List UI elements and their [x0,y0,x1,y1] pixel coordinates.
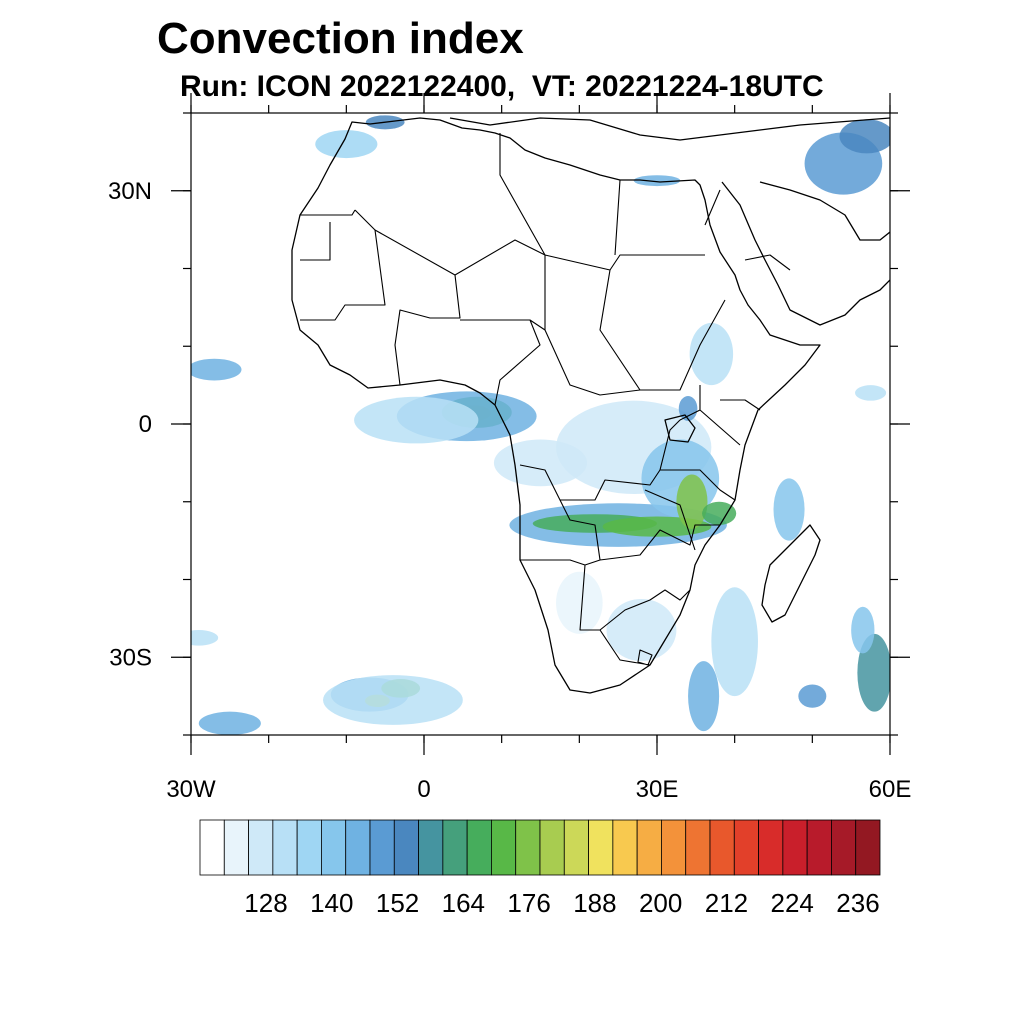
colorbar-box-3 [272,819,298,876]
convection-area-29 [711,587,758,697]
colorbar-label: 200 [639,888,682,918]
convection-area-4 [191,358,242,381]
mediterranean-north-coast [449,117,890,141]
colorbar-box-7 [369,819,395,876]
convection-area-12 [689,322,734,386]
convection-area-11 [702,501,737,526]
colorbar-box-15 [563,819,589,876]
colorbar-box-4 [296,819,322,876]
colorbar-label: 188 [573,888,616,918]
convection-area-28 [773,478,805,541]
axis-ticks [171,93,910,755]
x-tick-label: 60E [869,776,912,803]
colorbar-label: 236 [836,888,879,918]
colorbar-box-12 [491,819,517,876]
colorbar-label: 212 [705,888,748,918]
colorbar-box-0 [199,819,225,876]
convection-area-3 [354,396,479,444]
colorbar-box-2 [248,819,274,876]
convection-area-30 [688,661,720,732]
colorbar-box-27 [855,819,881,876]
colorbar-box-17 [612,819,638,876]
africa-coastline [291,117,821,694]
colorbar-box-21 [709,819,735,876]
map-frame [190,112,891,736]
country-borders [300,133,791,666]
colorbar-box-16 [588,819,614,876]
colorbar-box-23 [758,819,784,876]
convection-area-17 [315,130,378,159]
y-tick-label: 30N [108,178,152,205]
x-tick-label: 30E [636,776,679,803]
colorbar-box-19 [661,819,687,876]
convection-area-22 [323,675,463,725]
convection-area-23 [198,711,261,735]
arabia-coastline [721,181,890,326]
lake-victoria [664,414,696,443]
colorbar-box-5 [321,819,347,876]
colorbar-box-1 [223,819,249,876]
colorbar-box-18 [636,819,662,876]
madagascar-coastline [761,524,821,623]
colorbar-labels: 128 140 152 164 176 188 200 212 224 236 [244,888,879,918]
convection-field [191,115,890,735]
chart-subtitle: Run: ICON 2022122400, VT: 20221224-18UTC [180,70,824,103]
convection-area-24 [191,630,219,646]
x-tick-label: 0 [417,776,430,803]
convection-area-31 [606,598,677,662]
convection-area-15 [839,119,890,154]
colorbar-box-20 [685,819,711,876]
colorbar-box-13 [515,819,541,876]
colorbar-label: 152 [376,888,419,918]
colorbar-box-14 [539,819,565,876]
chart-title: Convection index [157,14,524,63]
colorbar-box-11 [466,819,492,876]
colorbar-label: 176 [507,888,550,918]
convection-area-33 [493,439,588,487]
convection-area-10 [676,474,708,529]
colorbar [199,819,881,876]
convection-area-25 [857,633,890,712]
colorbar-box-26 [831,819,857,876]
colorbar-box-9 [418,819,444,876]
convection-area-34 [855,385,887,401]
colorbar-label: 164 [442,888,485,918]
y-tick-label: 0 [139,411,152,438]
convection-area-16 [633,175,681,187]
y-tick-label: 30S [109,644,152,671]
convection-area-27 [798,684,827,708]
convection-area-32 [556,571,603,634]
colorbar-box-8 [393,819,419,876]
colorbar-box-6 [345,819,371,876]
colorbar-label: 140 [310,888,353,918]
colorbar-box-10 [442,819,468,876]
colorbar-box-24 [782,819,808,876]
convection-area-26 [851,606,875,654]
convection-area-13 [678,396,698,421]
colorbar-box-25 [806,819,832,876]
axis-tick-labels: 30W 0 30E 60E 30N 0 30S [108,178,911,803]
x-tick-label: 30W [166,776,216,803]
colorbar-label: 224 [771,888,814,918]
colorbar-box-22 [733,819,759,876]
coastlines-and-borders [291,117,890,694]
colorbar-label: 128 [244,888,287,918]
